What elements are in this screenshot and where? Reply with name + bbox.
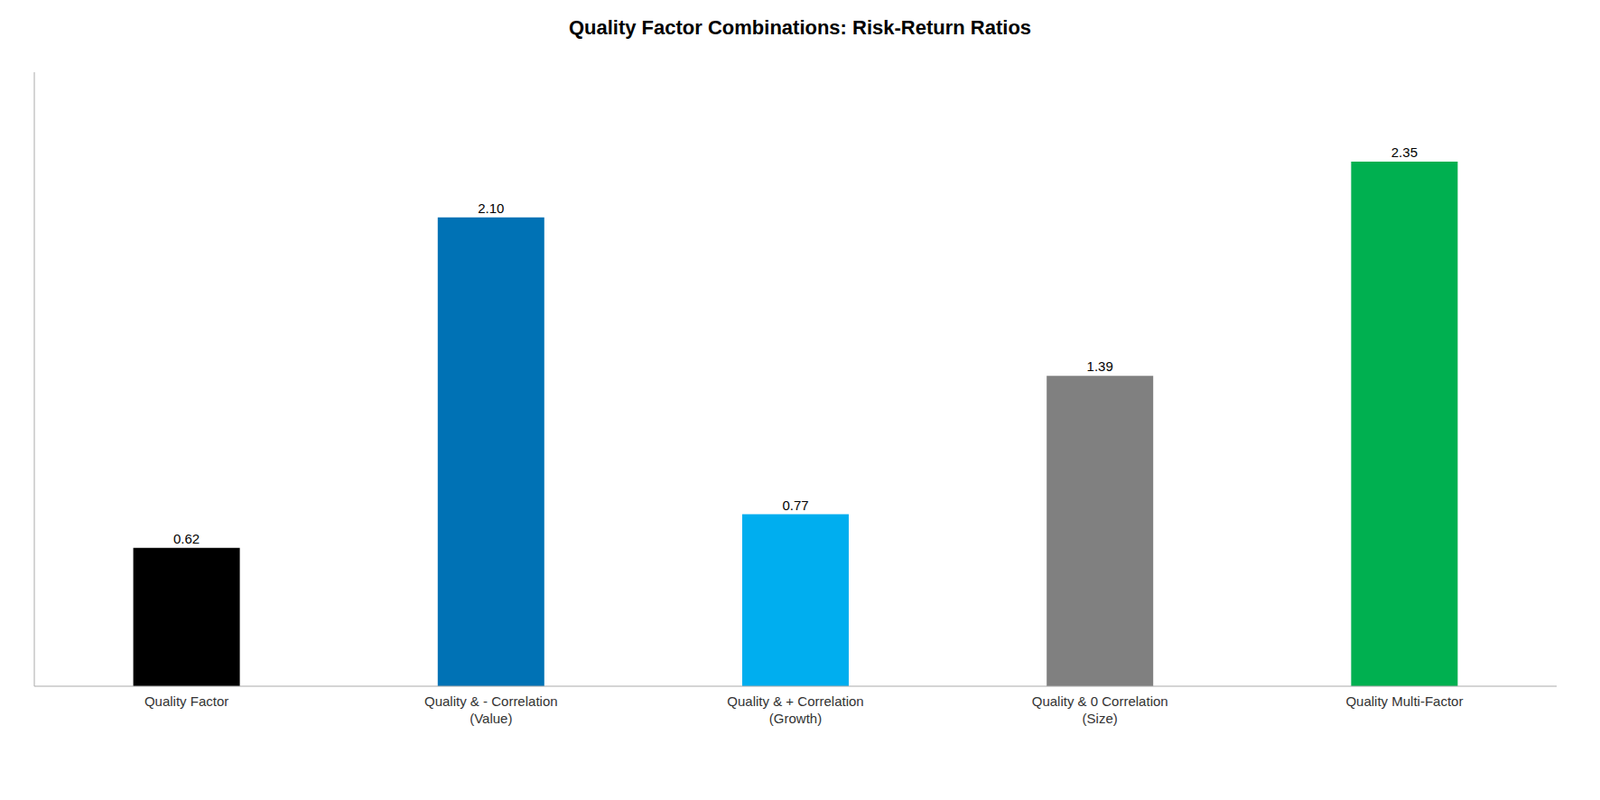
svg-text:2.35: 2.35 xyxy=(1391,144,1418,160)
svg-text:0.77: 0.77 xyxy=(781,497,809,513)
svg-text:1.39: 1.39 xyxy=(1087,358,1114,374)
svg-text:Quality & + Correlation(Growth: Quality & + Correlation(Growth) xyxy=(726,693,864,726)
svg-text:0.62: 0.62 xyxy=(173,530,200,547)
svg-text:Quality Factor: Quality Factor xyxy=(144,693,229,709)
svg-text:Quality & 0 Correlation(Size): Quality & 0 Correlation(Size) xyxy=(1032,693,1169,726)
svg-text:Quality & - Correlation(Value): Quality & - Correlation(Value) xyxy=(424,693,559,726)
svg-text:Quality Multi-Factor: Quality Multi-Factor xyxy=(1345,693,1463,709)
svg-text:2.10: 2.10 xyxy=(477,200,504,216)
html-text:Quality Factor Combinations: R: Quality Factor Combinations: Risk-Return… xyxy=(568,16,1032,39)
